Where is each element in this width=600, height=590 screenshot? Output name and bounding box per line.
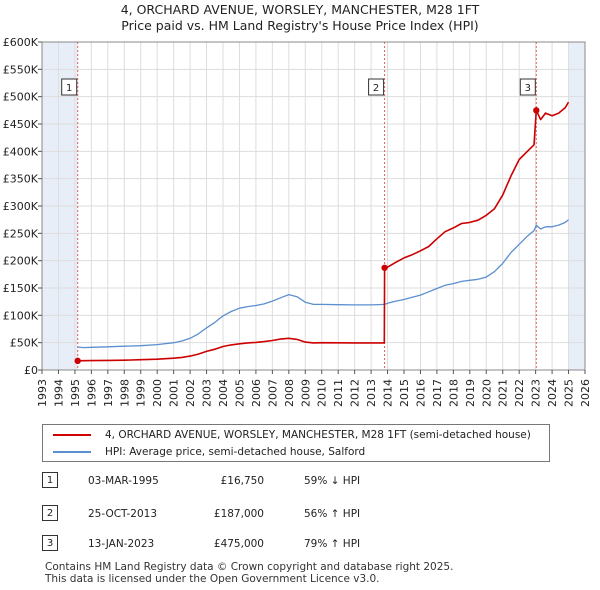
- legend-label-property: 4, ORCHARD AVENUE, WORSLEY, MANCHESTER, …: [105, 429, 531, 441]
- chart-title-line1: 4, ORCHARD AVENUE, WORSLEY, MANCHESTER, …: [120, 2, 480, 17]
- x-tick-label: 2017: [431, 379, 444, 407]
- footnote: Contains HM Land Registry data © Crown c…: [45, 561, 454, 585]
- annotation-label: 1: [66, 83, 72, 94]
- x-tick-label: 2020: [480, 379, 493, 407]
- y-tick-label: £50K: [10, 337, 39, 350]
- x-tick-label: 2011: [332, 379, 345, 407]
- sale-point: [381, 264, 388, 271]
- footnote-line2: This data is licensed under the Open Gov…: [45, 572, 380, 585]
- y-tick-label: £550K: [3, 63, 39, 76]
- annotation-label: 2: [373, 83, 379, 94]
- x-tick-label: 2021: [497, 379, 510, 407]
- x-tick-label: 1995: [69, 379, 82, 407]
- x-tick-label: 2023: [530, 379, 543, 407]
- y-tick-label: £500K: [3, 91, 39, 104]
- sale-row: 1 03-MAR-1995 £16,750 59% ↓ HPI: [42, 472, 462, 490]
- legend: 4, ORCHARD AVENUE, WORSLEY, MANCHESTER, …: [42, 424, 550, 462]
- x-tick-label: 2007: [266, 379, 279, 407]
- x-tick-label: 2016: [414, 379, 427, 407]
- series-lines: [77, 101, 570, 362]
- annotation-box: [519, 78, 536, 96]
- gridlines: [41, 41, 586, 371]
- annotation-box: [61, 78, 78, 96]
- y-tick-label: £200K: [3, 255, 39, 268]
- hpi-line: [77, 219, 569, 349]
- x-tick-label: 1998: [118, 379, 131, 407]
- x-tick-label: 2026: [579, 379, 592, 407]
- sale-marker-badge: 2: [42, 505, 58, 521]
- x-tick-label: 2008: [283, 379, 296, 407]
- y-tick-label: £300K: [3, 200, 39, 213]
- sale-date: 13-JAN-2023: [88, 538, 155, 550]
- chart-title: 4, ORCHARD AVENUE, WORSLEY, MANCHESTER, …: [0, 2, 600, 34]
- y-tick-label: £100K: [3, 309, 39, 322]
- x-tick-label: 1994: [52, 379, 65, 407]
- legend-label-hpi: HPI: Average price, semi-detached house,…: [105, 446, 366, 458]
- x-tick-label: 2002: [184, 379, 197, 407]
- x-tick-label: 2024: [546, 379, 559, 407]
- x-tick-label: 2018: [447, 379, 460, 407]
- x-tick-label: 2006: [250, 379, 263, 407]
- x-tick-label: 2000: [151, 379, 164, 407]
- legend-swatch-property: [53, 434, 91, 436]
- sale-hpi-change: 79% ↑ HPI: [304, 538, 361, 550]
- x-tick-label: 2022: [513, 379, 526, 407]
- sale-annotations: 1 2 3: [61, 78, 536, 96]
- price-chart: 1 2 3 £0 £50K £100K £150K £200K £250K £300K £350K…: [3, 36, 592, 407]
- y-tick-label: £150K: [3, 282, 39, 295]
- property-price-line: [77, 101, 570, 362]
- sale-price: £475,000: [213, 538, 264, 550]
- x-tick-label: 2005: [233, 379, 246, 407]
- x-tick-label: 2010: [316, 379, 329, 407]
- x-tick-label: 2014: [382, 379, 395, 407]
- x-tick-label: 2013: [365, 379, 378, 407]
- x-tick-label: 1993: [36, 379, 49, 407]
- y-tick-label: £0: [24, 364, 38, 377]
- y-tick-label: £600K: [3, 36, 39, 49]
- y-axis-ticks: £0 £50K £100K £150K £200K £250K £300K £350K £400…: [3, 36, 42, 377]
- chart-title-line2: Price paid vs. HM Land Registry's House …: [121, 18, 479, 33]
- y-tick-label: £450K: [3, 118, 39, 131]
- x-tick-label: 1996: [85, 379, 98, 407]
- sale-point: [74, 357, 81, 365]
- x-tick-label: 2003: [201, 379, 214, 407]
- y-tick-label: £350K: [3, 173, 39, 186]
- sale-points: [74, 107, 540, 365]
- x-tick-label: 1997: [102, 379, 115, 407]
- x-tick-label: 2001: [168, 379, 181, 407]
- y-tick-label: £400K: [3, 145, 39, 158]
- legend-swatch-hpi: [53, 451, 91, 453]
- sale-date: 03-MAR-1995: [88, 475, 159, 487]
- x-tick-label: 2009: [299, 379, 312, 407]
- x-tick-label: 2012: [349, 379, 362, 407]
- annotation-label: 3: [525, 83, 531, 94]
- sale-row: 3 13-JAN-2023 £475,000 79% ↑ HPI: [42, 535, 462, 553]
- y-tick-label: £250K: [3, 227, 39, 240]
- sale-marker-badge: 3: [42, 535, 58, 551]
- sale-price: £16,750: [220, 475, 264, 487]
- x-tick-label: 2019: [464, 379, 477, 407]
- x-tick-label: 1999: [135, 379, 148, 407]
- annotation-box: [368, 78, 385, 96]
- sale-point: [533, 107, 540, 114]
- sale-marker-badge: 1: [42, 472, 58, 488]
- footnote-line1: Contains HM Land Registry data © Crown c…: [45, 561, 454, 573]
- sale-date: 25-OCT-2013: [88, 508, 157, 520]
- sale-row: 2 25-OCT-2013 £187,000 56% ↑ HPI: [42, 505, 462, 523]
- sale-hpi-change: 56% ↑ HPI: [304, 508, 361, 520]
- x-axis-ticks: 1993 1994 1995 1996 1997 1998 1999 2000 2001 2002…: [36, 370, 592, 407]
- sale-hpi-change: 59% ↓ HPI: [304, 475, 361, 487]
- x-tick-label: 2004: [217, 379, 230, 407]
- x-tick-label: 2015: [398, 379, 411, 407]
- sale-price: £187,000: [213, 508, 264, 520]
- x-tick-label: 2025: [563, 379, 576, 407]
